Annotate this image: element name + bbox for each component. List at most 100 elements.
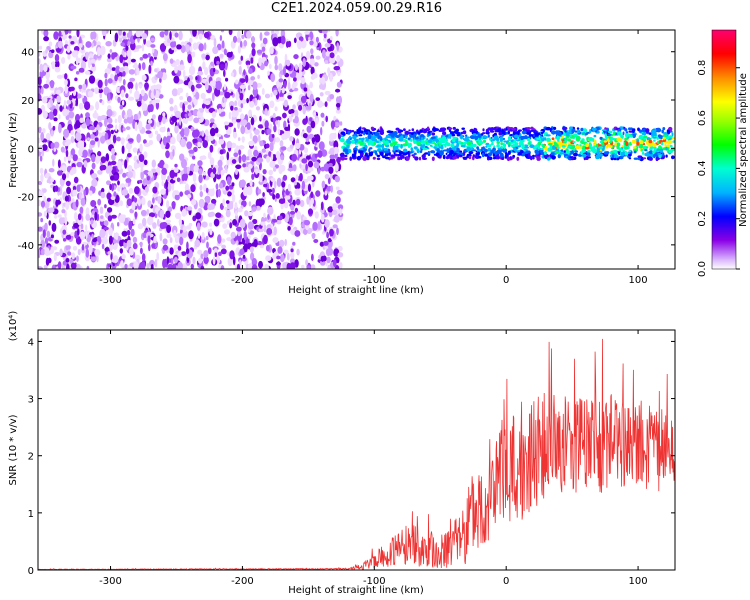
signal-cell: [445, 152, 448, 156]
noise-cell: [198, 33, 203, 38]
noise-cell: [233, 152, 239, 158]
noise-cell: [249, 100, 255, 108]
colorbar: 0.00.20.40.60.8 Normalized spectral ampl…: [697, 29, 749, 277]
signal-cell: [580, 140, 583, 144]
noise-cell: [54, 185, 59, 192]
noise-cell: [283, 66, 286, 76]
noise-cell: [162, 258, 166, 269]
signal-cell: [390, 154, 395, 158]
signal-cell: [462, 156, 468, 159]
noise-cell: [246, 64, 250, 70]
signal-cell: [460, 142, 464, 145]
noise-cell: [243, 69, 246, 76]
noise-cell: [269, 100, 275, 109]
noise-cell: [132, 236, 138, 244]
noise-cell: [159, 222, 166, 230]
noise-cell: [127, 81, 134, 90]
noise-cell: [72, 154, 78, 162]
signal-cell: [369, 147, 373, 150]
signal-cell: [446, 148, 450, 152]
noise-cell: [313, 161, 320, 169]
noise-cell: [242, 138, 245, 143]
noise-cell: [204, 195, 211, 204]
noise-cell: [70, 148, 76, 156]
signal-cell: [551, 137, 555, 140]
noise-cell: [80, 48, 86, 54]
noise-cell: [165, 219, 171, 224]
noise-cell: [127, 171, 133, 179]
noise-cell: [293, 37, 297, 44]
signal-cell: [474, 135, 479, 140]
noise-cell: [110, 196, 116, 201]
signal-cell: [482, 139, 487, 143]
signal-cell: [459, 135, 464, 140]
noise-cell: [336, 42, 340, 52]
noise-cell: [141, 103, 146, 112]
signal-cell: [502, 142, 506, 146]
noise-cell: [315, 117, 319, 125]
noise-cell: [197, 233, 201, 239]
signal-cell: [664, 141, 669, 144]
noise-cell: [303, 228, 308, 235]
noise-cell: [142, 217, 147, 227]
signal-cell: [509, 156, 512, 160]
noise-cell: [300, 39, 307, 49]
noise-cell: [173, 256, 178, 264]
noise-cell: [125, 126, 131, 131]
signal-cell: [376, 154, 381, 158]
noise-cell: [53, 117, 58, 122]
noise-cell: [145, 40, 152, 48]
noise-cell: [50, 178, 55, 183]
noise-cell: [66, 45, 71, 53]
noise-cell: [185, 248, 190, 255]
noise-cell: [162, 112, 166, 117]
noise-cell: [67, 251, 72, 256]
noise-cell: [290, 254, 295, 259]
signal-cell: [507, 126, 511, 130]
signal-cell: [595, 143, 599, 148]
noise-cell: [291, 153, 298, 162]
signal-cell: [382, 139, 386, 143]
signal-cell: [581, 148, 587, 153]
noise-cell: [169, 97, 174, 105]
signal-cell: [359, 150, 364, 153]
spectrogram-xlabel: Height of straight line (km): [288, 285, 424, 296]
signal-cell: [406, 151, 410, 155]
signal-cell: [665, 146, 668, 151]
noise-cell: [75, 132, 82, 141]
signal-cell: [422, 144, 426, 147]
signal-cell: [376, 157, 381, 161]
noise-cell: [198, 257, 203, 264]
signal-cell: [492, 153, 496, 157]
noise-cell: [242, 163, 247, 168]
signal-cell: [507, 136, 512, 141]
noise-cell: [320, 201, 324, 211]
noise-cell: [187, 104, 192, 110]
signal-cell: [653, 146, 657, 152]
signal-cell: [398, 150, 404, 155]
noise-cell: [289, 262, 296, 269]
noise-cell: [233, 134, 237, 139]
noise-cell: [200, 116, 204, 122]
noise-cell: [298, 62, 303, 72]
signal-cell: [556, 140, 561, 145]
noise-cell: [174, 194, 180, 201]
noise-cell: [114, 32, 119, 43]
noise-cell: [146, 209, 150, 215]
signal-cell: [622, 149, 625, 152]
signal-cell: [342, 133, 346, 136]
noise-cell: [335, 186, 340, 191]
noise-cell: [40, 200, 46, 208]
noise-cell: [209, 157, 215, 166]
noise-cell: [261, 88, 265, 95]
noise-cell: [117, 186, 121, 192]
noise-cell: [301, 180, 306, 190]
signal-cell: [657, 140, 660, 145]
noise-cell: [309, 81, 314, 89]
signal-cell: [562, 126, 568, 131]
noise-cell: [272, 112, 276, 119]
noise-cell: [149, 104, 154, 112]
signal-cell: [668, 149, 673, 154]
signal-cell: [450, 150, 454, 153]
